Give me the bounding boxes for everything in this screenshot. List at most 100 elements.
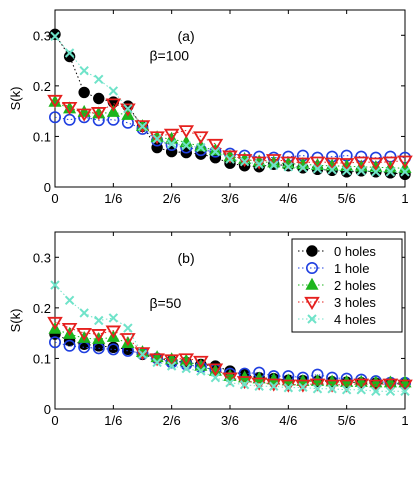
data-point (178, 125, 195, 139)
x-tick-label: 4/6 (279, 413, 297, 428)
data-point-stroke-b (123, 323, 133, 333)
data-point (94, 74, 104, 84)
data-point-stroke-b (196, 366, 206, 376)
legend-marker (306, 245, 318, 257)
data-point (123, 103, 133, 114)
x-tick-label: 5/6 (338, 413, 356, 428)
data-point-stroke-b (400, 167, 410, 177)
data-point (398, 375, 412, 388)
data-point (134, 120, 151, 134)
data-point (121, 336, 135, 348)
data-point (166, 361, 177, 371)
data-point (50, 280, 60, 290)
data-point (309, 156, 326, 170)
data-point-stroke-b (94, 315, 104, 326)
data-point (341, 385, 352, 395)
data-point (178, 353, 195, 367)
data-point (283, 383, 294, 393)
data-point (61, 101, 78, 116)
data-point-stroke-b (312, 164, 323, 174)
data-point (120, 333, 136, 347)
data-point-stroke-b (196, 142, 206, 153)
x-tick-label: 5/6 (338, 191, 356, 206)
data-point (400, 167, 410, 177)
legend-marker (305, 277, 319, 290)
legend: 0 holes 1 hole 2 holes 3 holes 4 holes (291, 238, 403, 333)
data-point (356, 166, 366, 176)
data-point-stroke-b (254, 159, 264, 169)
data-point (298, 163, 308, 173)
data-point (239, 157, 250, 167)
data-point (64, 48, 75, 58)
data-point (371, 167, 381, 177)
data-point (76, 328, 92, 342)
data-point (79, 308, 89, 318)
y-axis-label: S(k) (8, 309, 23, 333)
data-point (94, 315, 104, 326)
data-point (137, 121, 148, 132)
data-point-stroke-b (108, 313, 119, 323)
y-tick-label: 0 (44, 180, 51, 195)
series-line (54, 99, 406, 164)
x-tick-label: 1 (401, 191, 408, 206)
data-point-stroke-b (50, 31, 60, 42)
x-tick-label: 3/6 (221, 413, 239, 428)
x-tick-label: 0 (51, 191, 58, 206)
y-tick-label: 0.3 (33, 250, 51, 265)
data-point-stroke-b (239, 380, 250, 390)
panel-b: 0 1/6 2/6 3/6 4/6 5/6 1 0 0.1 0.2 0.3 S(k) (b) β=50 0 … (8, 231, 413, 428)
data-point (76, 108, 92, 122)
series-4-holes (50, 31, 410, 177)
data-point-stroke-b (254, 381, 264, 391)
data-point-stroke-b (152, 357, 162, 368)
series-3-holes (47, 94, 413, 172)
data-point (265, 378, 282, 392)
data-point-stroke-b (210, 372, 221, 383)
data-point (120, 103, 136, 117)
data-point (327, 165, 337, 175)
series-4-holes (50, 280, 410, 397)
data-point (312, 384, 323, 394)
data-point (254, 381, 264, 391)
data-point (269, 160, 279, 170)
data-point (397, 155, 413, 169)
data-point (283, 162, 294, 172)
legend-label: 1 hole (334, 261, 369, 276)
data-point (269, 381, 279, 391)
data-point (134, 347, 151, 361)
data-point (210, 146, 221, 157)
data-point (382, 156, 399, 170)
data-point (93, 92, 105, 105)
x-tick-label: 0 (51, 413, 58, 428)
data-point (210, 372, 221, 383)
data-point-stroke-b (400, 386, 410, 397)
data-point (181, 363, 191, 374)
data-point-stroke-b (269, 160, 279, 170)
x-tick-label: 3/6 (221, 191, 239, 206)
x-tick-label: 1 (401, 413, 408, 428)
data-point (108, 313, 119, 323)
data-point-stroke-b (356, 385, 366, 395)
data-point (324, 157, 340, 171)
y-axis-label: S(k) (8, 87, 23, 111)
data-point-stroke-b (298, 163, 308, 173)
data-point (368, 379, 384, 393)
panel-a: 0 1/6 2/6 3/6 4/6 5/6 1 0 0.1 0.2 0.3 S(k) (a) β=100 (8, 9, 413, 206)
data-point (353, 156, 370, 170)
data-point-stroke-b (356, 166, 366, 176)
data-point-stroke-b (108, 86, 119, 96)
data-point (207, 363, 224, 377)
data-point-stroke-b (371, 167, 381, 177)
data-point-stroke-b (152, 134, 162, 144)
data-point (312, 164, 323, 174)
data-point (163, 354, 180, 368)
data-point (239, 380, 250, 390)
data-point (77, 330, 91, 343)
legend-marker (305, 261, 318, 274)
legend-label: 2 holes (334, 278, 376, 293)
y-tick-label: 0.3 (33, 28, 51, 43)
data-point (341, 166, 352, 176)
data-point-stroke-b (181, 140, 191, 151)
y-tick-label: 0.2 (33, 79, 51, 94)
legend-marker-stroke-b (307, 314, 317, 324)
